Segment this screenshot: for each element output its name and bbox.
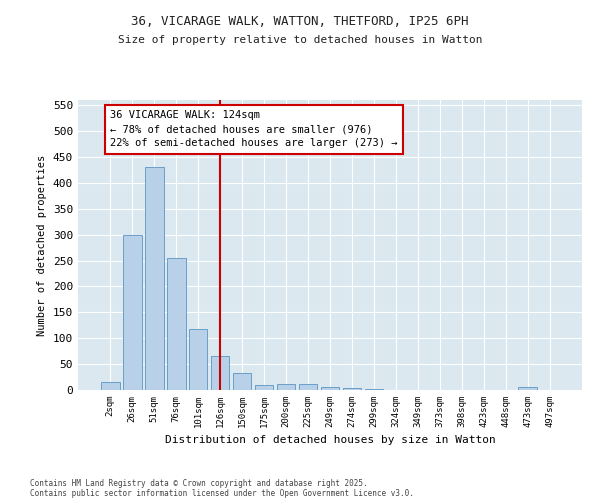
Text: Contains public sector information licensed under the Open Government Licence v3: Contains public sector information licen… [30,488,414,498]
Bar [123,234,142,390]
Bar [365,389,383,390]
Bar [189,329,208,390]
Text: 36, VICARAGE WALK, WATTON, THETFORD, IP25 6PH: 36, VICARAGE WALK, WATTON, THETFORD, IP2… [131,15,469,28]
Bar [299,384,317,390]
Y-axis label: Number of detached properties: Number of detached properties [37,154,47,336]
Bar [233,373,251,390]
Bar [518,388,537,390]
Bar [255,385,274,390]
Bar [101,382,119,390]
Text: 36 VICARAGE WALK: 124sqm
← 78% of detached houses are smaller (976)
22% of semi-: 36 VICARAGE WALK: 124sqm ← 78% of detach… [110,110,398,148]
X-axis label: Distribution of detached houses by size in Watton: Distribution of detached houses by size … [164,436,496,446]
Text: Size of property relative to detached houses in Watton: Size of property relative to detached ho… [118,35,482,45]
Bar [277,384,295,390]
Bar [145,168,164,390]
Bar [320,388,340,390]
Bar [167,258,185,390]
Bar [211,356,229,390]
Text: Contains HM Land Registry data © Crown copyright and database right 2025.: Contains HM Land Registry data © Crown c… [30,478,368,488]
Bar [343,388,361,390]
